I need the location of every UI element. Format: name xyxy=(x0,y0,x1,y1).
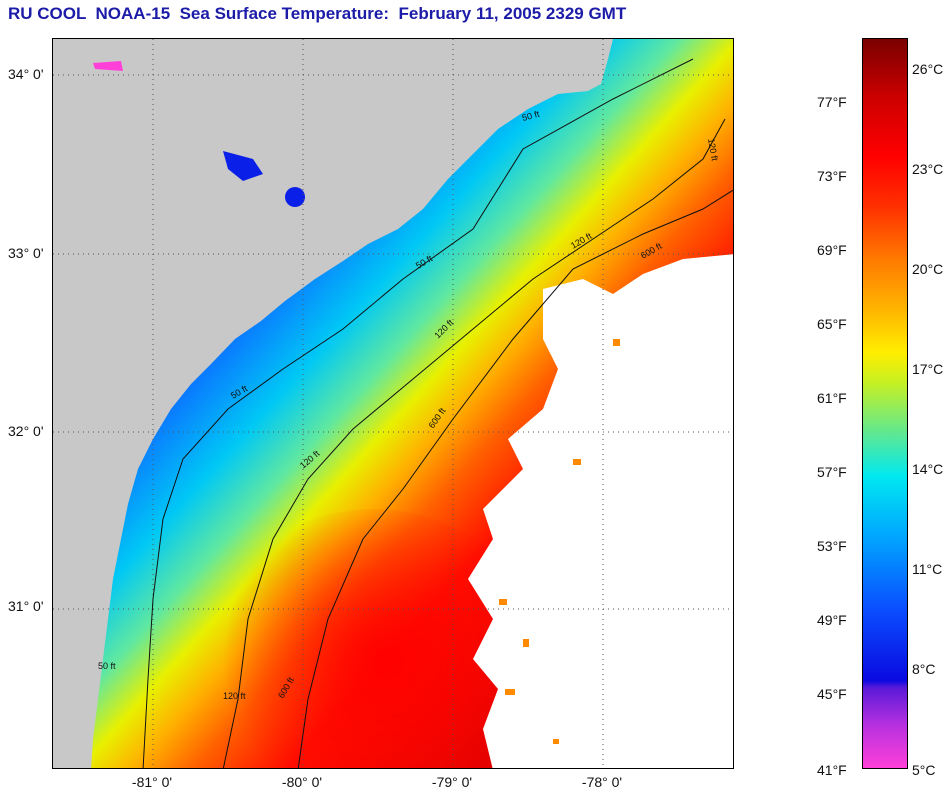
colorbar-c-label: 8°C xyxy=(912,661,936,677)
colorbar-f-label: 57°F xyxy=(817,464,847,480)
lat-label: 32° 0' xyxy=(8,423,44,439)
contour-label: 120 ft xyxy=(223,691,246,701)
colorbar-c-label: 20°C xyxy=(912,261,944,277)
contour-120ft xyxy=(222,118,726,768)
cloud-edge-speckle xyxy=(499,339,620,744)
colorbar-c-label: 26°C xyxy=(912,61,944,77)
contour-label: 120 ft xyxy=(706,138,720,162)
lon-label: -79° 0' xyxy=(431,774,473,790)
land-mass xyxy=(53,39,613,768)
lat-label: 34° 0' xyxy=(8,66,44,82)
graticule xyxy=(53,39,733,768)
temperature-colorbar xyxy=(862,38,908,769)
bathymetry-contours xyxy=(142,58,733,768)
colorbar-c-label: 17°C xyxy=(912,361,944,377)
lon-label: -80° 0' xyxy=(281,774,323,790)
contour-50ft xyxy=(142,58,694,768)
colorbar-f-label: 61°F xyxy=(817,390,847,406)
colorbar-c-label: 5°C xyxy=(912,762,936,778)
colorbar-f-label: 65°F xyxy=(817,316,847,332)
colorbar-f-label: 45°F xyxy=(817,686,847,702)
colorbar-f-label: 53°F xyxy=(817,538,847,554)
colorbar-f-label: 49°F xyxy=(817,612,847,628)
cloud-cover xyxy=(468,254,733,768)
lat-label: 31° 0' xyxy=(8,598,44,614)
coastal-lake xyxy=(223,151,263,181)
contour-600ft xyxy=(297,189,733,768)
inland-lake xyxy=(285,187,305,207)
colorbar-f-label: 73°F xyxy=(817,168,847,184)
colorbar-f-label: 69°F xyxy=(817,242,847,258)
gulf-stream-warm-core xyxy=(203,509,543,768)
colorbar-c-label: 23°C xyxy=(912,161,944,177)
colorbar-c-label: 14°C xyxy=(912,461,944,477)
lon-label: -78° 0' xyxy=(581,774,623,790)
sst-map-canvas: 50 ft 50 ft 50 ft 50 ft 120 ft 120 ft 12… xyxy=(53,39,733,768)
colorbar-f-label: 77°F xyxy=(817,94,847,110)
lon-label: -81° 0' xyxy=(131,774,173,790)
contour-label: 50 ft xyxy=(521,109,541,123)
colorbar-c-label: 11°C xyxy=(912,561,943,577)
map-title: RU COOL NOAA-15 Sea Surface Temperature:… xyxy=(8,4,627,23)
inland-patch xyxy=(93,61,123,71)
lat-label: 33° 0' xyxy=(8,245,44,261)
contour-label: 50 ft xyxy=(98,661,116,671)
sst-map: 50 ft 50 ft 50 ft 50 ft 120 ft 120 ft 12… xyxy=(52,38,734,769)
colorbar-f-label: 41°F xyxy=(817,762,847,778)
